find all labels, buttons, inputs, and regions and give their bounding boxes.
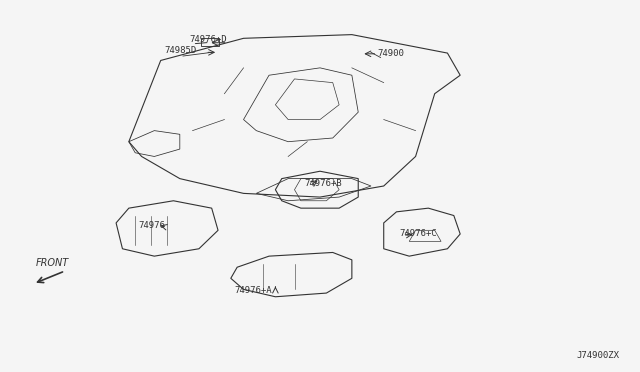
- Text: 74976: 74976: [138, 221, 165, 230]
- Text: FRONT: FRONT: [36, 258, 69, 268]
- Text: 74976+C: 74976+C: [399, 230, 437, 238]
- Text: 74985D: 74985D: [164, 46, 196, 55]
- Text: 74976+A: 74976+A: [234, 286, 271, 295]
- Text: 74976+D: 74976+D: [189, 35, 227, 44]
- Text: J74900ZX: J74900ZX: [577, 350, 620, 359]
- Text: 74900: 74900: [378, 48, 404, 58]
- Text: 74976+B: 74976+B: [304, 179, 342, 188]
